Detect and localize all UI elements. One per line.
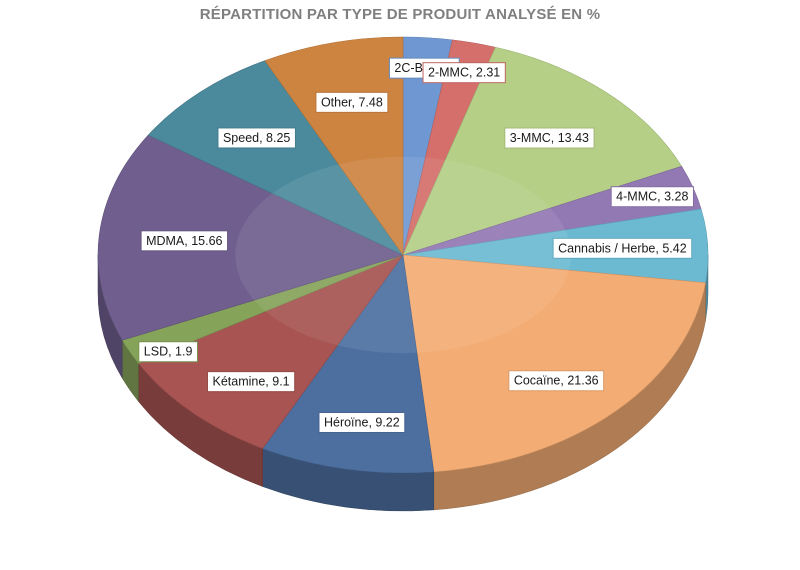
slice-label: 4-MMC, 3.28 [610, 186, 694, 208]
slice-label-box [140, 230, 229, 252]
chart-title: RÉPARTITION PAR TYPE DE PRODUIT ANALYSÉ … [199, 6, 601, 23]
pie-slice-mdma [97, 134, 404, 341]
slice-label: Other, 7.48 [315, 91, 389, 113]
slice-label-text: Héroïne, 9.22 [324, 415, 400, 429]
slice-label-box [422, 62, 506, 84]
slice-label-text: 3-MMC, 13.43 [510, 131, 589, 145]
slice-label: 2-MMC, 2.31 [422, 62, 506, 84]
slice-label: Héroïne, 9.22 [318, 411, 406, 433]
slice-label-text: 2-MMC, 2.31 [428, 66, 500, 80]
slice-label-text: MDMA, 15.66 [146, 234, 222, 248]
slice-label-text: 4-MMC, 3.28 [616, 190, 688, 204]
slice-label-box [207, 371, 296, 393]
slice-label-box [504, 127, 595, 149]
slice-label-box [508, 370, 605, 392]
pie-slices [97, 36, 709, 474]
slice-label-box [315, 91, 389, 113]
slice-label-box [217, 127, 296, 149]
slice-label-text: LSD, 1.9 [144, 345, 193, 359]
slice-label: Speed, 8.25 [217, 127, 296, 149]
slice-label: Cannabis / Herbe, 5.42 [552, 237, 693, 259]
pie-highlight [235, 156, 571, 354]
slice-label-text: Other, 7.48 [321, 95, 383, 109]
slice-label: 3-MMC, 13.43 [504, 127, 595, 149]
slice-label: MDMA, 15.66 [140, 230, 229, 252]
slice-label-box [610, 186, 694, 208]
slice-label: Kétamine, 9.1 [207, 371, 296, 393]
slice-label-text: Cannabis / Herbe, 5.42 [558, 241, 687, 255]
slice-label-text: Speed, 8.25 [223, 131, 290, 145]
slice-label: LSD, 1.9 [138, 341, 198, 363]
slice-label-text: Kétamine, 9.1 [213, 375, 290, 389]
slice-label: Cocaïne, 21.36 [508, 370, 605, 392]
slice-label-box [552, 237, 693, 259]
pie-slice-k-tamine [137, 254, 404, 449]
slice-label-text: Cocaïne, 21.36 [514, 374, 599, 388]
slice-label-box [318, 411, 406, 433]
pie-slice-other [264, 36, 404, 256]
pie-slice-coca-ne [402, 254, 706, 473]
pie-slice-3-mmc [402, 46, 683, 256]
pie-slice-speed [147, 60, 404, 256]
slice-label-box [138, 341, 198, 363]
pie-labels: 2C-B, 2.592-MMC, 2.313-MMC, 13.434-MMC, … [138, 57, 694, 433]
